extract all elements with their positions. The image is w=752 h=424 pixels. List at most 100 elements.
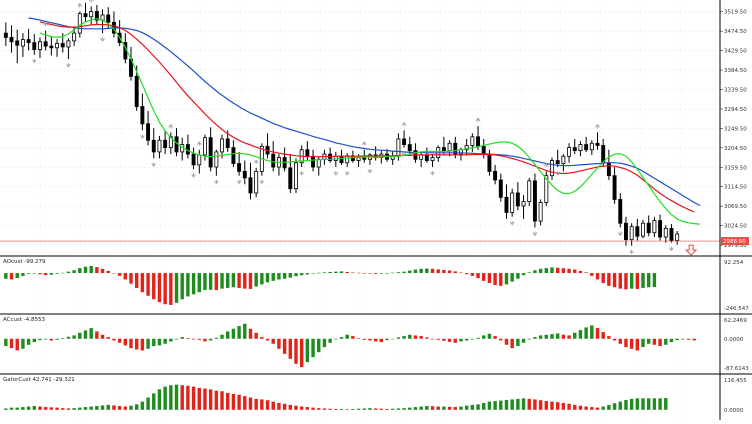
- histogram-bar: [100, 268, 105, 274]
- histogram-bar: [390, 272, 395, 274]
- gator-bar: [208, 389, 213, 410]
- histogram-bar: [214, 337, 219, 339]
- histogram-bar: [339, 271, 344, 274]
- histogram-bar: [453, 338, 457, 343]
- histogram-bar: [612, 338, 617, 341]
- gator-bar: [664, 398, 668, 410]
- histogram-bar: [186, 273, 190, 297]
- histogram-bar: [191, 338, 196, 340]
- fractal-up-arrow: [168, 124, 174, 129]
- current-price-label-bg: [721, 237, 749, 246]
- histogram-bar: [214, 273, 219, 291]
- gator-bar: [612, 403, 617, 410]
- candle: [214, 149, 219, 176]
- histogram-bar: [601, 273, 605, 283]
- histogram-bar: [390, 338, 395, 340]
- candle-body-bullish: [77, 13, 82, 34]
- histogram-bar: [516, 273, 520, 279]
- histogram-bar: [4, 273, 8, 279]
- candle: [515, 182, 520, 211]
- histogram-bar: [413, 335, 418, 339]
- candle-body-bearish: [498, 179, 503, 198]
- indicator-y-tick-label: -246.547: [724, 306, 749, 312]
- fractal-down-arrow: [401, 151, 407, 156]
- histogram-bar: [15, 338, 19, 351]
- histogram-bar: [470, 338, 475, 340]
- candle: [254, 167, 259, 198]
- histogram-bar: [226, 273, 230, 288]
- gator-bar: [66, 408, 71, 410]
- price-y-tick-label: 3069.50: [724, 204, 747, 210]
- histogram-bar: [334, 271, 338, 274]
- candle-body-bearish: [669, 227, 674, 241]
- candle-body-bullish: [214, 151, 219, 168]
- price-y-tick-label: 3384.50: [724, 68, 747, 74]
- candle-body-bullish: [567, 147, 572, 157]
- histogram-bar: [379, 273, 384, 274]
- candle-body-bearish: [94, 11, 99, 21]
- candle-body-bullish: [521, 201, 526, 207]
- histogram-bar: [49, 338, 54, 341]
- gator-bar: [385, 408, 389, 410]
- candle: [66, 38, 71, 60]
- candle: [510, 188, 515, 217]
- gator-bar: [635, 398, 640, 410]
- histogram-bar: [447, 338, 452, 342]
- gator-bar: [311, 407, 315, 410]
- candle: [669, 224, 674, 243]
- histogram-bar: [43, 338, 48, 340]
- candle: [134, 65, 139, 111]
- candle-body-bearish: [504, 196, 509, 213]
- candle-body-bearish: [635, 226, 640, 237]
- gator-bar: [578, 405, 583, 410]
- histogram-bar: [464, 273, 469, 275]
- histogram-bar: [629, 273, 634, 289]
- histogram-bar: [66, 336, 71, 339]
- histogram-bar: [299, 273, 304, 276]
- histogram-bar: [527, 272, 531, 274]
- histogram-bar: [544, 268, 549, 274]
- candle-body-bearish: [208, 137, 213, 168]
- histogram-bar: [362, 273, 366, 274]
- gator-bar: [521, 398, 526, 410]
- gator-bar: [226, 392, 230, 410]
- candle: [470, 133, 475, 152]
- histogram-bar: [430, 268, 435, 274]
- candle-body-bearish: [26, 39, 31, 44]
- fractal-down-arrow: [214, 179, 219, 184]
- candle-body-bullish: [66, 40, 71, 48]
- candle: [504, 184, 509, 219]
- histogram-bar: [220, 273, 224, 289]
- candle: [589, 140, 594, 155]
- gator-bar: [425, 405, 429, 410]
- price-y-tick-label: 3519.50: [724, 10, 747, 16]
- histogram-bar: [527, 338, 531, 340]
- histogram-bar: [61, 272, 65, 274]
- candle-body-bearish: [402, 138, 407, 145]
- candle-body-bearish: [106, 14, 111, 23]
- fractal-up-arrow: [475, 117, 481, 122]
- gator-bar: [379, 408, 384, 410]
- histogram-bar: [243, 323, 247, 339]
- histogram-bar: [140, 273, 145, 293]
- candle-body-bearish: [49, 45, 54, 49]
- histogram-bar: [203, 338, 207, 342]
- histogram-bar: [453, 271, 457, 274]
- gator-bar: [288, 404, 293, 410]
- candle: [271, 141, 276, 172]
- candle: [544, 171, 549, 206]
- histogram-bar: [61, 338, 65, 339]
- gator-bar: [629, 398, 634, 410]
- price-y-tick-label: 2979.50: [724, 243, 747, 249]
- histogram-bar: [15, 273, 19, 279]
- histogram-bar: [561, 268, 566, 274]
- histogram-bar: [356, 338, 361, 339]
- histogram-bar: [652, 273, 657, 288]
- gator-bar: [243, 396, 247, 410]
- histogram-bar: [692, 338, 696, 341]
- candle-body-bearish: [424, 154, 429, 161]
- candle-body-bullish: [294, 162, 298, 190]
- fractal-up-arrow: [595, 124, 600, 129]
- gator-bar: [15, 407, 19, 410]
- histogram-bar: [538, 335, 543, 339]
